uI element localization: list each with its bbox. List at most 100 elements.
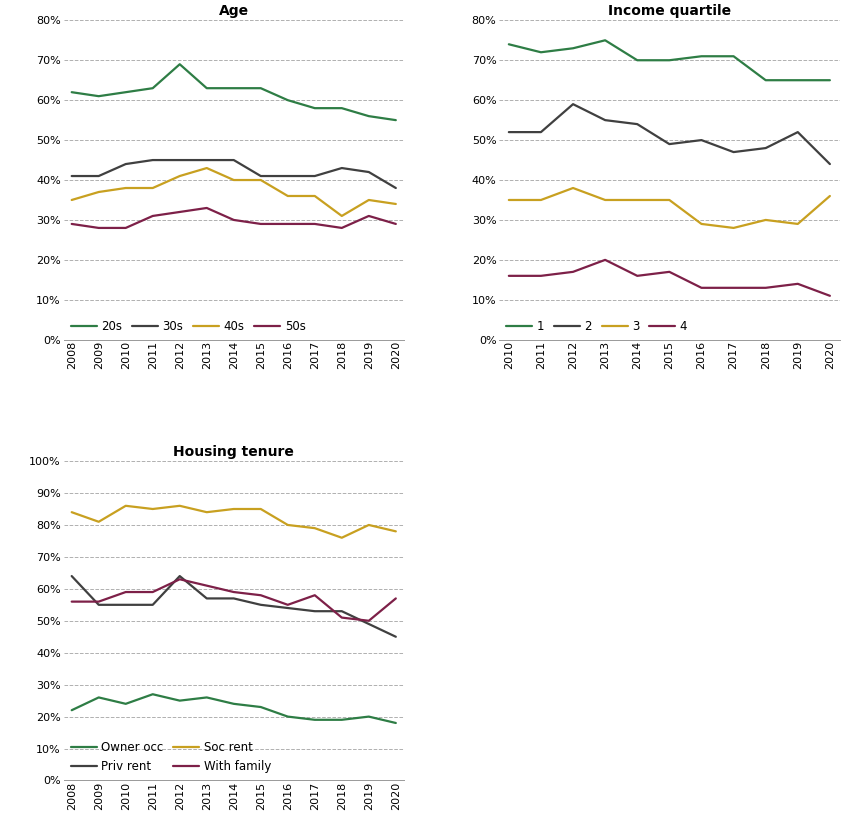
Priv rent <box>256 600 266 610</box>
4 <box>761 283 771 293</box>
Title: Age: Age <box>219 4 248 18</box>
Soc rent <box>202 507 212 517</box>
2 <box>793 128 803 137</box>
4 <box>728 283 739 293</box>
Line: Owner occ: Owner occ <box>72 694 396 723</box>
With family <box>148 587 158 597</box>
50s <box>93 223 103 233</box>
Soc rent <box>310 524 320 533</box>
Owner occ <box>202 693 212 702</box>
2 <box>728 147 739 157</box>
50s <box>148 211 158 221</box>
Priv rent <box>93 600 103 610</box>
40s <box>310 191 320 201</box>
With family <box>282 600 293 610</box>
1 <box>793 76 803 85</box>
Soc rent <box>282 520 293 530</box>
20s <box>364 111 374 121</box>
Legend: Owner occ, Priv rent, Soc rent, With family: Owner occ, Priv rent, Soc rent, With fam… <box>66 737 276 778</box>
20s <box>148 83 158 93</box>
With family <box>256 590 266 600</box>
50s <box>337 223 347 233</box>
20s <box>120 87 131 97</box>
Line: 1: 1 <box>509 41 830 80</box>
Line: 30s: 30s <box>72 160 396 188</box>
2 <box>536 128 546 137</box>
Soc rent <box>93 517 103 527</box>
2 <box>825 159 835 169</box>
Priv rent <box>337 606 347 616</box>
40s <box>337 211 347 221</box>
With family <box>93 597 103 606</box>
20s <box>175 59 185 69</box>
4 <box>600 255 611 265</box>
Soc rent <box>120 501 131 511</box>
Owner occ <box>120 699 131 709</box>
Line: Soc rent: Soc rent <box>72 506 396 537</box>
50s <box>202 203 212 213</box>
30s <box>310 172 320 181</box>
1 <box>600 36 611 46</box>
30s <box>202 155 212 165</box>
20s <box>337 103 347 113</box>
1 <box>761 76 771 85</box>
40s <box>120 183 131 193</box>
1 <box>664 55 674 65</box>
With family <box>120 587 131 597</box>
Owner occ <box>282 711 293 721</box>
Priv rent <box>310 606 320 616</box>
Soc rent <box>256 504 266 514</box>
30s <box>93 172 103 181</box>
1 <box>632 55 642 65</box>
4 <box>632 271 642 280</box>
2 <box>664 139 674 149</box>
4 <box>696 283 706 293</box>
With family <box>175 574 185 584</box>
40s <box>391 199 401 209</box>
30s <box>67 172 77 181</box>
30s <box>256 172 266 181</box>
Line: 4: 4 <box>509 260 830 296</box>
Owner occ <box>256 702 266 712</box>
3 <box>696 219 706 228</box>
With family <box>67 597 77 606</box>
Priv rent <box>175 572 185 581</box>
Priv rent <box>148 600 158 610</box>
50s <box>67 219 77 228</box>
Owner occ <box>310 715 320 724</box>
Title: Housing tenure: Housing tenure <box>173 445 294 459</box>
Legend: 1, 2, 3, 4: 1, 2, 3, 4 <box>501 315 692 337</box>
Line: 50s: 50s <box>72 208 396 228</box>
40s <box>175 172 185 181</box>
50s <box>175 207 185 217</box>
Legend: 20s, 30s, 40s, 50s: 20s, 30s, 40s, 50s <box>66 315 310 337</box>
30s <box>282 172 293 181</box>
50s <box>256 219 266 228</box>
20s <box>67 87 77 97</box>
40s <box>282 191 293 201</box>
1 <box>825 76 835 85</box>
3 <box>728 223 739 233</box>
4 <box>568 267 578 276</box>
2 <box>761 143 771 153</box>
40s <box>229 175 239 185</box>
3 <box>793 219 803 228</box>
2 <box>632 120 642 129</box>
40s <box>202 163 212 173</box>
30s <box>175 155 185 165</box>
50s <box>310 219 320 228</box>
Soc rent <box>391 527 401 537</box>
1 <box>568 43 578 53</box>
3 <box>632 195 642 205</box>
2 <box>696 135 706 145</box>
1 <box>696 51 706 61</box>
Priv rent <box>120 600 131 610</box>
3 <box>536 195 546 205</box>
3 <box>664 195 674 205</box>
20s <box>391 115 401 125</box>
50s <box>364 211 374 221</box>
Soc rent <box>148 504 158 514</box>
Soc rent <box>67 507 77 517</box>
30s <box>148 155 158 165</box>
Soc rent <box>175 501 185 511</box>
